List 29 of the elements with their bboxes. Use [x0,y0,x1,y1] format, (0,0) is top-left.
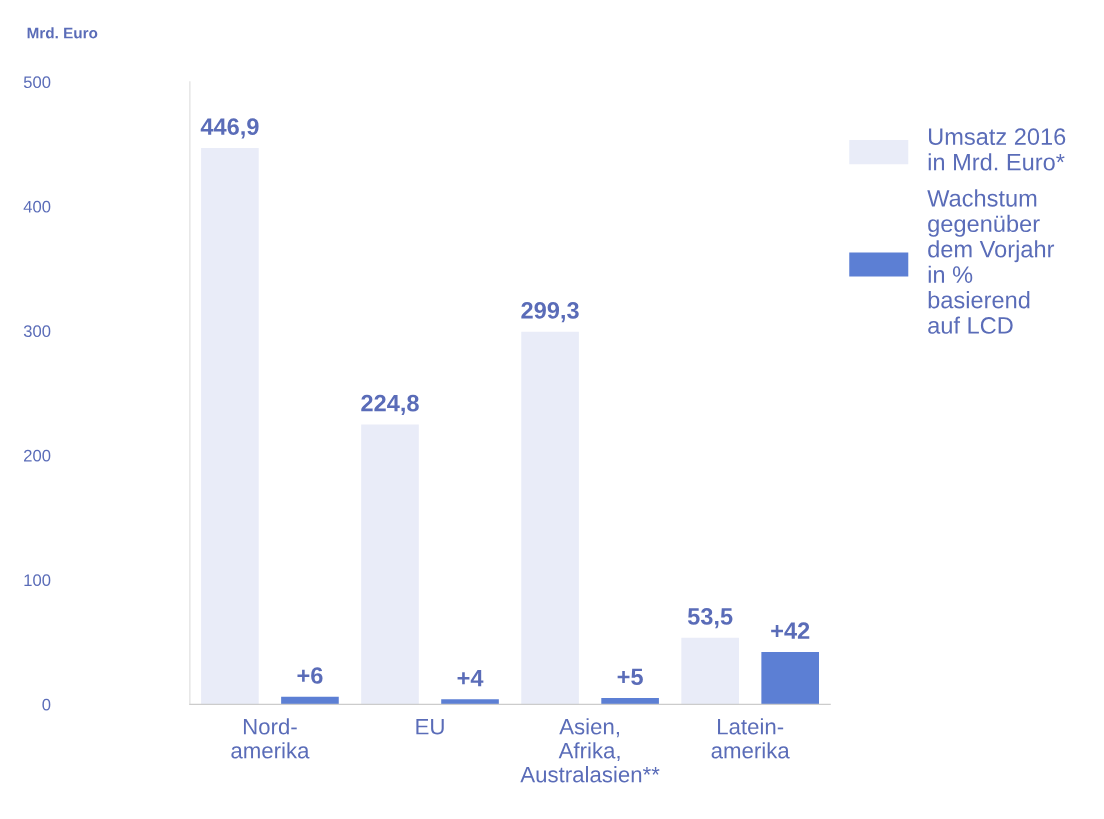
bar [441,699,499,705]
x-tick-label: Latein- amerika [711,718,790,759]
y-tick-label: 0 [42,698,51,711]
data-label: +5 [617,668,643,686]
bar [681,637,739,705]
y-tick-label: 100 [24,574,51,587]
data-label: 224,8 [361,394,419,415]
x-tick-label: Asien, Afrika, Australasien** [520,718,660,783]
data-label: 53,5 [687,608,733,629]
y-tick-label: 200 [24,449,51,462]
y-tick-label: 400 [23,200,51,213]
bar [361,424,419,705]
data-label: +42 [771,622,810,639]
bar [761,652,819,705]
bar [521,331,579,705]
y-tick-label: 500 [23,76,51,89]
bar [281,696,339,705]
x-tick-label: EU [416,719,444,735]
y-axis-title: Mrd. Euro [27,27,98,39]
data-label: 299,3 [521,302,579,323]
bar [201,148,259,705]
x-tick-label: Nord- amerika [231,718,310,759]
legend-label: Wachstum gegenüber dem Vorjahr in % basierend auf LCD [927,189,1055,334]
bar [601,698,659,705]
data-label: 446,9 [200,118,259,139]
data-label: +4 [457,669,484,687]
data-label: +6 [297,667,323,684]
legend-label: Umsatz 2016 in Mrd. Euro* [928,128,1066,171]
y-tick-label: 300 [23,325,51,338]
